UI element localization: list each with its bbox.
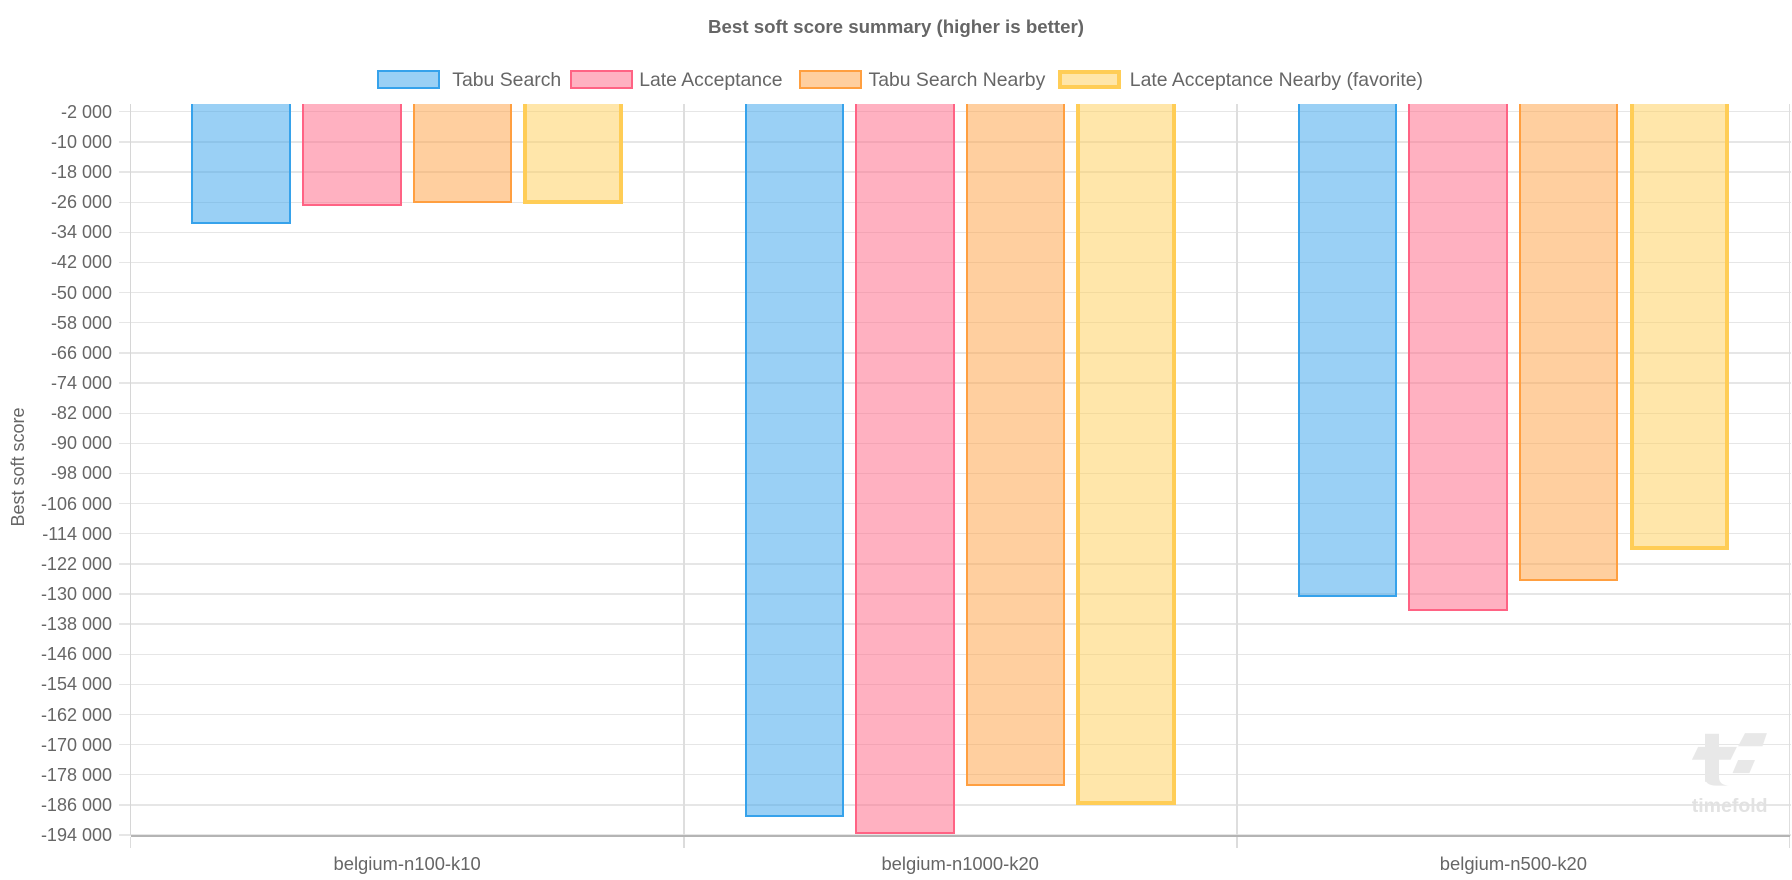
svg-text:timefold: timefold [1692, 795, 1768, 817]
